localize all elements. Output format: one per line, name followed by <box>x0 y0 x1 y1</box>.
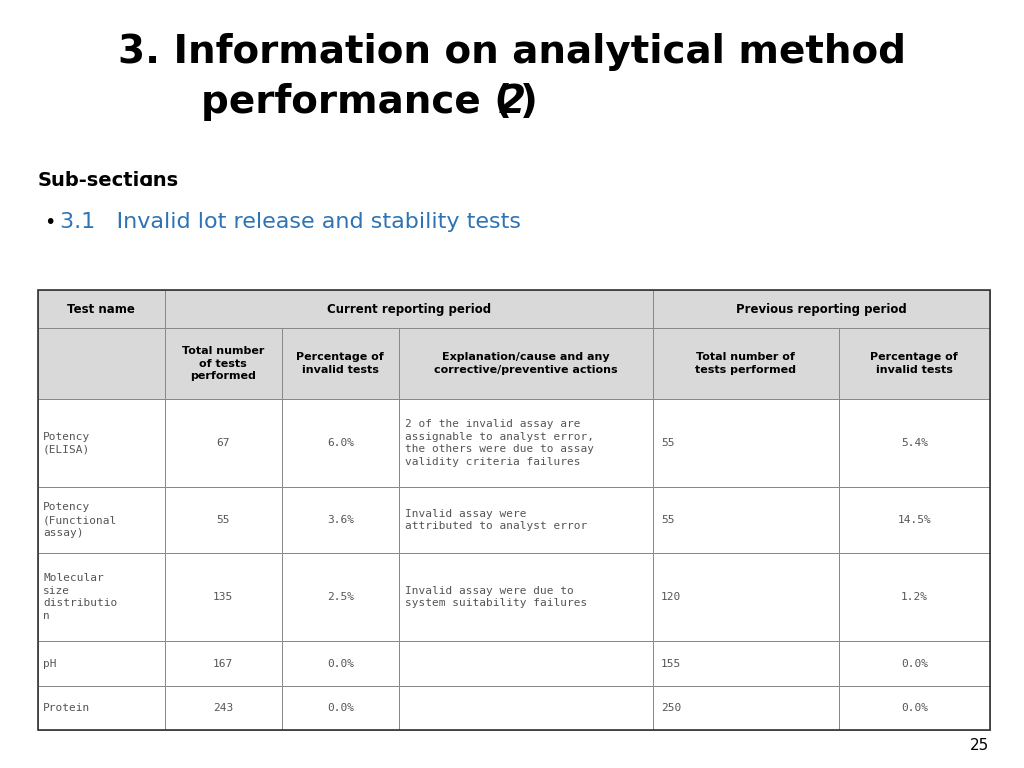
Text: Current reporting period: Current reporting period <box>327 303 490 316</box>
Text: Potency
(ELISA): Potency (ELISA) <box>43 432 90 455</box>
Text: Potency
(Functional
assay): Potency (Functional assay) <box>43 502 118 538</box>
Text: 55: 55 <box>216 515 230 525</box>
Text: 120: 120 <box>662 592 681 602</box>
Text: 6.0%: 6.0% <box>327 438 353 448</box>
Bar <box>38 328 165 399</box>
Text: 55: 55 <box>662 515 675 525</box>
Bar <box>839 488 990 553</box>
Bar <box>38 399 165 488</box>
Text: Explanation/cause and any
corrective/preventive actions: Explanation/cause and any corrective/pre… <box>434 352 617 375</box>
Bar <box>653 399 839 488</box>
Bar <box>398 641 653 686</box>
Bar <box>38 488 165 553</box>
Text: 25: 25 <box>970 739 989 753</box>
Text: Previous reporting period: Previous reporting period <box>736 303 907 316</box>
Bar <box>398 488 653 553</box>
Text: 55: 55 <box>662 438 675 448</box>
Text: 5.4%: 5.4% <box>901 438 928 448</box>
Bar <box>165 488 282 553</box>
Bar <box>165 328 282 399</box>
Bar <box>282 488 398 553</box>
Bar <box>282 686 398 730</box>
Bar <box>398 399 653 488</box>
Text: Molecular
size
distributio
n: Molecular size distributio n <box>43 573 118 621</box>
Text: 167: 167 <box>213 658 233 669</box>
Text: Percentage of
invalid tests: Percentage of invalid tests <box>296 352 384 375</box>
Bar <box>165 686 282 730</box>
Text: Total number
of tests
performed: Total number of tests performed <box>182 346 264 381</box>
Text: 135: 135 <box>213 592 233 602</box>
Text: 2 of the invalid assay are
assignable to analyst error,
the others were due to a: 2 of the invalid assay are assignable to… <box>404 419 594 467</box>
Bar <box>839 641 990 686</box>
Text: 2: 2 <box>499 83 525 121</box>
Bar <box>282 399 398 488</box>
Text: Sub-sections: Sub-sections <box>38 170 179 190</box>
Text: 155: 155 <box>662 658 681 669</box>
Text: Invalid assay were
attributed to analyst error: Invalid assay were attributed to analyst… <box>404 508 587 531</box>
Text: 250: 250 <box>662 703 681 713</box>
Bar <box>38 553 165 641</box>
Bar <box>38 641 165 686</box>
Text: ): ) <box>520 83 538 121</box>
Bar <box>38 290 990 730</box>
Bar <box>165 290 653 328</box>
Bar <box>839 686 990 730</box>
Bar <box>653 553 839 641</box>
Text: 243: 243 <box>213 703 233 713</box>
Text: pH: pH <box>43 658 56 669</box>
Bar <box>653 328 839 399</box>
Text: 3.1   Invalid lot release and stability tests: 3.1 Invalid lot release and stability te… <box>60 212 521 232</box>
Text: 14.5%: 14.5% <box>897 515 931 525</box>
Text: Test name: Test name <box>68 303 135 316</box>
Text: 3. Information on analytical method: 3. Information on analytical method <box>118 33 906 71</box>
Bar <box>653 488 839 553</box>
Bar <box>839 328 990 399</box>
Bar <box>398 328 653 399</box>
Text: 0.0%: 0.0% <box>327 658 353 669</box>
Text: 2.5%: 2.5% <box>327 592 353 602</box>
Bar <box>165 641 282 686</box>
Bar <box>282 553 398 641</box>
Text: 0.0%: 0.0% <box>901 703 928 713</box>
Text: Percentage of
invalid tests: Percentage of invalid tests <box>870 352 958 375</box>
Bar <box>839 399 990 488</box>
Bar <box>653 641 839 686</box>
Text: 67: 67 <box>216 438 230 448</box>
Text: 3.6%: 3.6% <box>327 515 353 525</box>
Text: 0.0%: 0.0% <box>327 703 353 713</box>
Text: Total number of
tests performed: Total number of tests performed <box>695 352 797 375</box>
Bar <box>282 641 398 686</box>
Bar <box>38 686 165 730</box>
Text: •: • <box>44 213 55 231</box>
Text: :: : <box>146 170 154 190</box>
Text: 1.2%: 1.2% <box>901 592 928 602</box>
Bar <box>165 553 282 641</box>
Text: Protein: Protein <box>43 703 90 713</box>
Text: 0.0%: 0.0% <box>901 658 928 669</box>
Bar <box>839 553 990 641</box>
Bar <box>398 553 653 641</box>
Bar <box>165 399 282 488</box>
Text: performance (: performance ( <box>201 83 512 121</box>
Text: Invalid assay were due to
system suitability failures: Invalid assay were due to system suitabi… <box>404 586 587 608</box>
Bar <box>398 686 653 730</box>
Bar <box>653 686 839 730</box>
Bar <box>38 290 165 328</box>
Bar <box>653 290 990 328</box>
Bar <box>282 328 398 399</box>
